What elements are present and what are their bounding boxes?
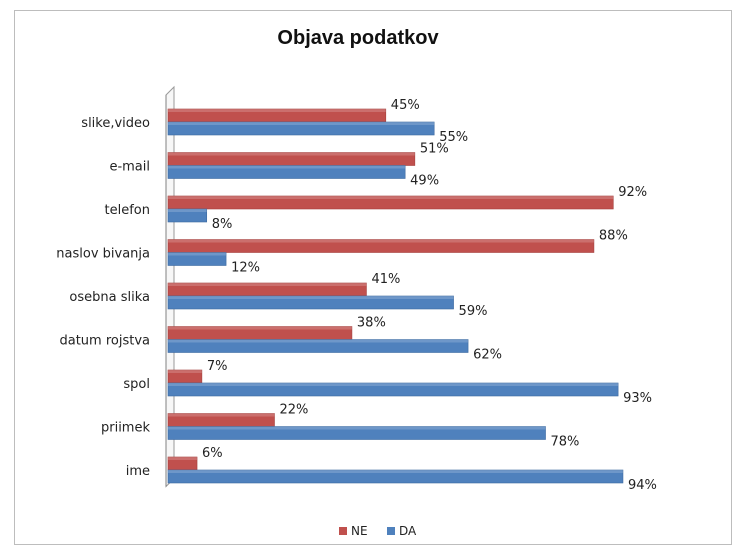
legend: NE DA [339, 524, 417, 538]
legend-swatch-ne [339, 527, 347, 535]
data-label: 78% [551, 435, 580, 450]
legend-label: NE [351, 524, 368, 538]
bar-da [167, 469, 624, 484]
bar-da [167, 382, 619, 397]
data-label: 8% [212, 217, 233, 232]
bar-highlight [168, 109, 386, 112]
bar-highlight [168, 283, 367, 286]
bar-da [167, 426, 546, 440]
bar-highlight [168, 326, 352, 330]
bar-highlight [168, 383, 619, 386]
bar-highlight [168, 252, 227, 256]
data-label: 6% [202, 446, 223, 461]
bar-da [167, 121, 435, 136]
bar-highlight [168, 413, 275, 417]
legend-swatch-da [387, 527, 395, 535]
data-label: 38% [357, 316, 386, 331]
bar-da [167, 165, 406, 179]
data-label: 12% [231, 261, 260, 276]
data-label: 41% [371, 272, 400, 287]
data-label: 62% [473, 348, 502, 363]
data-label: 7% [207, 359, 228, 374]
data-label: 93% [623, 391, 652, 406]
data-label: 45% [391, 98, 420, 113]
data-label: 55% [439, 130, 468, 145]
bar-highlight [168, 152, 415, 156]
data-label: 49% [410, 174, 439, 189]
data-label: 94% [628, 478, 657, 493]
bar-da [167, 252, 227, 266]
category-label: osebna slika [69, 290, 150, 305]
bar-highlight [168, 457, 198, 460]
bar-ne [167, 239, 595, 253]
bar-highlight [168, 426, 546, 430]
bar-da [167, 339, 469, 353]
category-label: spol [123, 377, 150, 392]
bar-highlight [168, 239, 594, 243]
chart-title: Objava podatkov [277, 27, 439, 49]
bar-da [167, 295, 454, 310]
plot-area: slike,video 45% 55% e-mail 51% 49% telefon 92% 8… [56, 85, 657, 493]
data-label: 22% [279, 403, 308, 418]
category-label: ime [126, 464, 150, 479]
bar-highlight [168, 122, 435, 125]
bar-da [167, 208, 208, 223]
data-label: 92% [618, 185, 647, 200]
category-label: priimek [101, 421, 150, 436]
bar-highlight [168, 370, 202, 373]
chart-frame [14, 10, 732, 545]
bar-highlight [168, 470, 623, 473]
category-label: naslov bivanja [56, 247, 150, 262]
data-label: 51% [420, 142, 449, 157]
bar-highlight [168, 339, 469, 343]
bar-highlight [168, 165, 406, 169]
category-label: datum rojstva [59, 334, 150, 349]
bar-highlight [168, 209, 207, 212]
bar-ne [167, 195, 614, 210]
category-label: e-mail [109, 160, 150, 175]
legend-label: DA [399, 524, 417, 538]
data-label: 59% [459, 304, 488, 319]
category-label: telefon [105, 203, 150, 218]
bar-highlight [168, 296, 454, 299]
category-label: slike,video [81, 116, 150, 131]
bar-highlight [168, 196, 614, 199]
data-label: 88% [599, 229, 628, 244]
